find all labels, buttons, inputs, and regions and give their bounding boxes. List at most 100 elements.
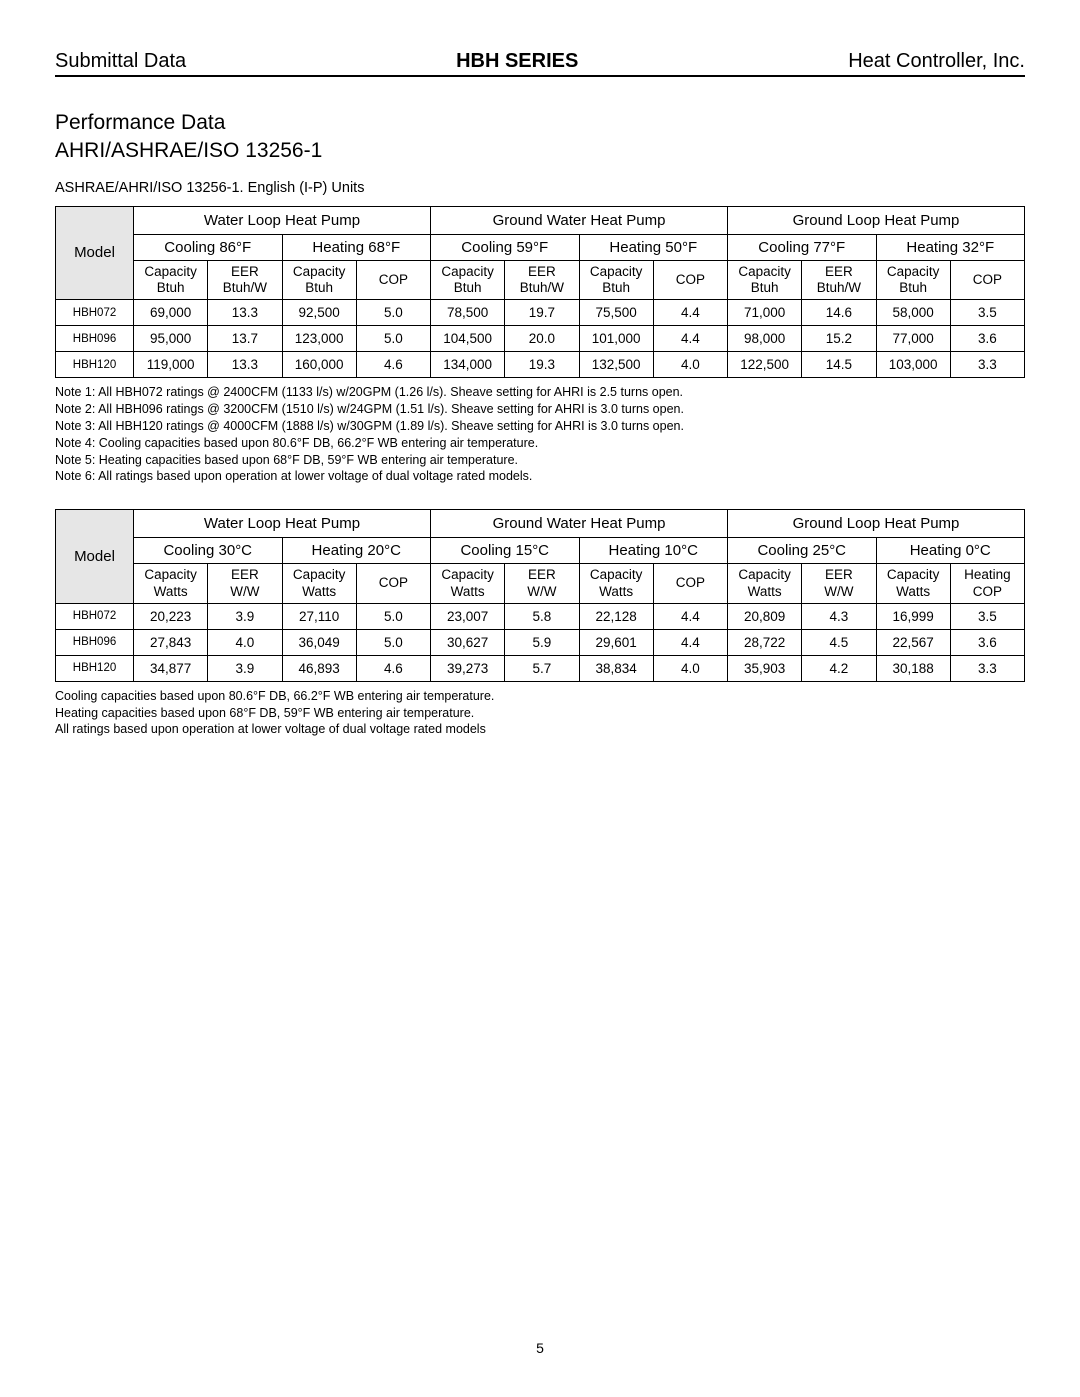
table-subheader: CapacityWatts [876, 564, 950, 603]
table-subheader: EERBtuh/W [802, 260, 876, 299]
data-cell: 75,500 [579, 300, 653, 326]
data-cell: 16,999 [876, 603, 950, 629]
note-line: Note 5: Heating capacities based upon 68… [55, 452, 1025, 469]
table-subheader: HeatingCOP [950, 564, 1024, 603]
data-cell: 69,000 [134, 300, 208, 326]
header-center-text: HBH SERIES [456, 50, 578, 73]
data-cell: 3.5 [950, 603, 1024, 629]
t1-group-0: Water Loop Heat Pump [134, 206, 431, 234]
data-cell: 4.4 [653, 629, 727, 655]
data-cell: 160,000 [282, 352, 356, 378]
t2-cond-0: Cooling 30°C [134, 538, 283, 564]
section-title-line1: Performance Data [55, 111, 225, 134]
data-cell: 4.4 [653, 300, 727, 326]
data-cell: 132,500 [579, 352, 653, 378]
data-cell: 27,843 [134, 629, 208, 655]
table-row: HBH120119,00013.3160,0004.6134,00019.313… [56, 352, 1025, 378]
performance-table-english: Model Water Loop Heat Pump Ground Water … [55, 206, 1025, 378]
t1-group-1: Ground Water Heat Pump [431, 206, 728, 234]
table-subheader: CapacityWatts [579, 564, 653, 603]
data-cell: 14.5 [802, 352, 876, 378]
data-cell: 3.6 [950, 326, 1024, 352]
table1-notes: Note 1: All HBH072 ratings @ 2400CFM (11… [55, 384, 1025, 485]
data-cell: 5.8 [505, 603, 579, 629]
data-cell: 29,601 [579, 629, 653, 655]
data-cell: 5.0 [356, 629, 430, 655]
data-cell: 13.3 [208, 300, 282, 326]
t2-cond-5: Heating 0°C [876, 538, 1025, 564]
data-cell: 15.2 [802, 326, 876, 352]
data-cell: 122,500 [728, 352, 802, 378]
note-line: Note 3: All HBH120 ratings @ 4000CFM (18… [55, 418, 1025, 435]
header-right-text: Heat Controller, Inc. [848, 50, 1025, 73]
page-number: 5 [0, 1340, 1080, 1356]
data-cell: 19.3 [505, 352, 579, 378]
data-cell: 123,000 [282, 326, 356, 352]
table-row: HBH09695,00013.7123,0005.0104,50020.0101… [56, 326, 1025, 352]
table-subheader: CapacityBtuh [728, 260, 802, 299]
section-title: Performance Data AHRI/ASHRAE/ISO 13256-1 [55, 109, 1025, 166]
data-cell: 5.0 [356, 603, 430, 629]
data-cell: 104,500 [431, 326, 505, 352]
data-cell: 103,000 [876, 352, 950, 378]
data-cell: 22,567 [876, 629, 950, 655]
model-cell: HBH096 [56, 629, 134, 655]
data-cell: 35,903 [728, 655, 802, 681]
table-subheader: CapacityWatts [134, 564, 208, 603]
section-title-line2: AHRI/ASHRAE/ISO 13256-1 [55, 139, 322, 162]
t1-cond-2: Cooling 59°F [431, 234, 580, 260]
note-line: Note 2: All HBH096 ratings @ 3200CFM (15… [55, 401, 1025, 418]
data-cell: 3.6 [950, 629, 1024, 655]
page-header: Submittal Data HBH SERIES Heat Controlle… [55, 50, 1025, 77]
t2-cond-4: Cooling 25°C [728, 538, 877, 564]
table-subheader: CapacityWatts [431, 564, 505, 603]
table-subheader: COP [950, 260, 1024, 299]
data-cell: 20,223 [134, 603, 208, 629]
data-cell: 30,627 [431, 629, 505, 655]
note-line: All ratings based upon operation at lowe… [55, 721, 1025, 738]
table-row: HBH12034,8773.946,8934.639,2735.738,8344… [56, 655, 1025, 681]
data-cell: 4.6 [356, 352, 430, 378]
data-cell: 14.6 [802, 300, 876, 326]
table-subheader: EERBtuh/W [505, 260, 579, 299]
data-cell: 101,000 [579, 326, 653, 352]
note-line: Note 4: Cooling capacities based upon 80… [55, 435, 1025, 452]
t1-model-header: Model [56, 206, 134, 299]
note-line: Heating capacities based upon 68°F DB, 5… [55, 705, 1025, 722]
table-row: HBH07269,00013.392,5005.078,50019.775,50… [56, 300, 1025, 326]
data-cell: 23,007 [431, 603, 505, 629]
note-line: Note 6: All ratings based upon operation… [55, 468, 1025, 485]
data-cell: 71,000 [728, 300, 802, 326]
data-cell: 27,110 [282, 603, 356, 629]
model-cell: HBH120 [56, 352, 134, 378]
table-subheader: EERW/W [208, 564, 282, 603]
data-cell: 3.9 [208, 603, 282, 629]
data-cell: 22,128 [579, 603, 653, 629]
t1-cond-4: Cooling 77°F [728, 234, 877, 260]
data-cell: 78,500 [431, 300, 505, 326]
note-line: Cooling capacities based upon 80.6°F DB,… [55, 688, 1025, 705]
table-row: HBH07220,2233.927,1105.023,0075.822,1284… [56, 603, 1025, 629]
t2-cond-3: Heating 10°C [579, 538, 728, 564]
table-subheader: COP [356, 564, 430, 603]
t2-group-1: Ground Water Heat Pump [431, 510, 728, 538]
t2-model-header: Model [56, 510, 134, 603]
performance-table-si: Model Water Loop Heat Pump Ground Water … [55, 509, 1025, 681]
t2-cond-2: Cooling 15°C [431, 538, 580, 564]
data-cell: 3.9 [208, 655, 282, 681]
data-cell: 5.0 [356, 300, 430, 326]
model-cell: HBH072 [56, 300, 134, 326]
t1-cond-3: Heating 50°F [579, 234, 728, 260]
data-cell: 13.7 [208, 326, 282, 352]
data-cell: 38,834 [579, 655, 653, 681]
t1-cond-1: Heating 68°F [282, 234, 431, 260]
t1-cond-5: Heating 32°F [876, 234, 1025, 260]
table-subheader: COP [653, 260, 727, 299]
data-cell: 134,000 [431, 352, 505, 378]
data-cell: 4.2 [802, 655, 876, 681]
data-cell: 98,000 [728, 326, 802, 352]
data-cell: 39,273 [431, 655, 505, 681]
header-left-text: Submittal Data [55, 50, 186, 73]
data-cell: 19.7 [505, 300, 579, 326]
table-subheader: EERW/W [802, 564, 876, 603]
